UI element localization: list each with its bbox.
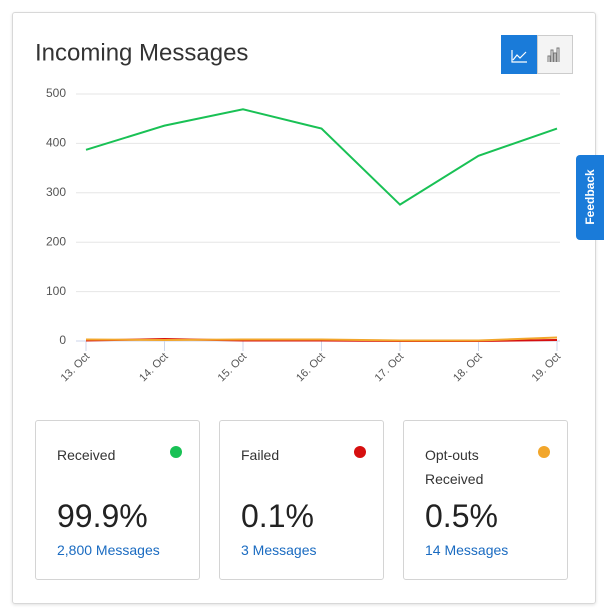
series-line <box>85 108 558 206</box>
y-tick-label: 0 <box>59 333 66 347</box>
feedback-tab[interactable]: Feedback <box>576 155 604 240</box>
y-tick-label: 400 <box>46 136 66 150</box>
card-percent: 99.9% <box>57 498 148 534</box>
y-tick-label: 300 <box>46 185 66 199</box>
series-line <box>85 336 558 342</box>
x-tick-label: 15. Oct <box>216 351 250 385</box>
card-label: Failed <box>241 447 280 463</box>
x-tick-label: 19. Oct <box>530 351 564 385</box>
stat-card: Received 99.9% 2,800 Messages <box>35 420 200 580</box>
card-percent: 0.5% <box>425 498 498 534</box>
icon <box>511 50 527 63</box>
card-percent: 0.1% <box>241 498 314 534</box>
panel <box>12 12 596 604</box>
chart-title: Incoming Messages <box>35 39 248 66</box>
button-bg <box>537 35 573 74</box>
x-tick-label: 13. Oct <box>59 351 93 385</box>
line-chart-button[interactable] <box>501 35 537 74</box>
card-link[interactable]: 2,800 Messages <box>57 542 160 558</box>
y-tick-label: 500 <box>46 86 66 100</box>
y-tick-label: 100 <box>46 284 66 298</box>
x-tick-label: 17. Oct <box>373 351 407 385</box>
card-dot <box>354 446 366 458</box>
stat-card: Opt-outs Received 0.5% 14 Messages <box>403 420 568 580</box>
button-bg <box>501 35 537 74</box>
x-tick-label: 14. Oct <box>137 351 171 385</box>
stat-card: Failed 0.1% 3 Messages <box>219 420 384 580</box>
icon <box>547 47 560 62</box>
card-dot <box>538 446 550 458</box>
card-link[interactable]: 3 Messages <box>241 542 317 558</box>
x-tick-label: 16. Oct <box>294 351 328 385</box>
bar-chart-button[interactable] <box>537 35 573 74</box>
x-tick-label: 18. Oct <box>451 351 485 385</box>
feedback-label: Feedback <box>583 169 597 225</box>
card-label: Opt-outs Received <box>425 447 484 487</box>
card-dot <box>170 446 182 458</box>
card-label: Received <box>57 447 116 463</box>
y-tick-label: 200 <box>46 234 66 248</box>
card-link[interactable]: 14 Messages <box>425 542 509 558</box>
